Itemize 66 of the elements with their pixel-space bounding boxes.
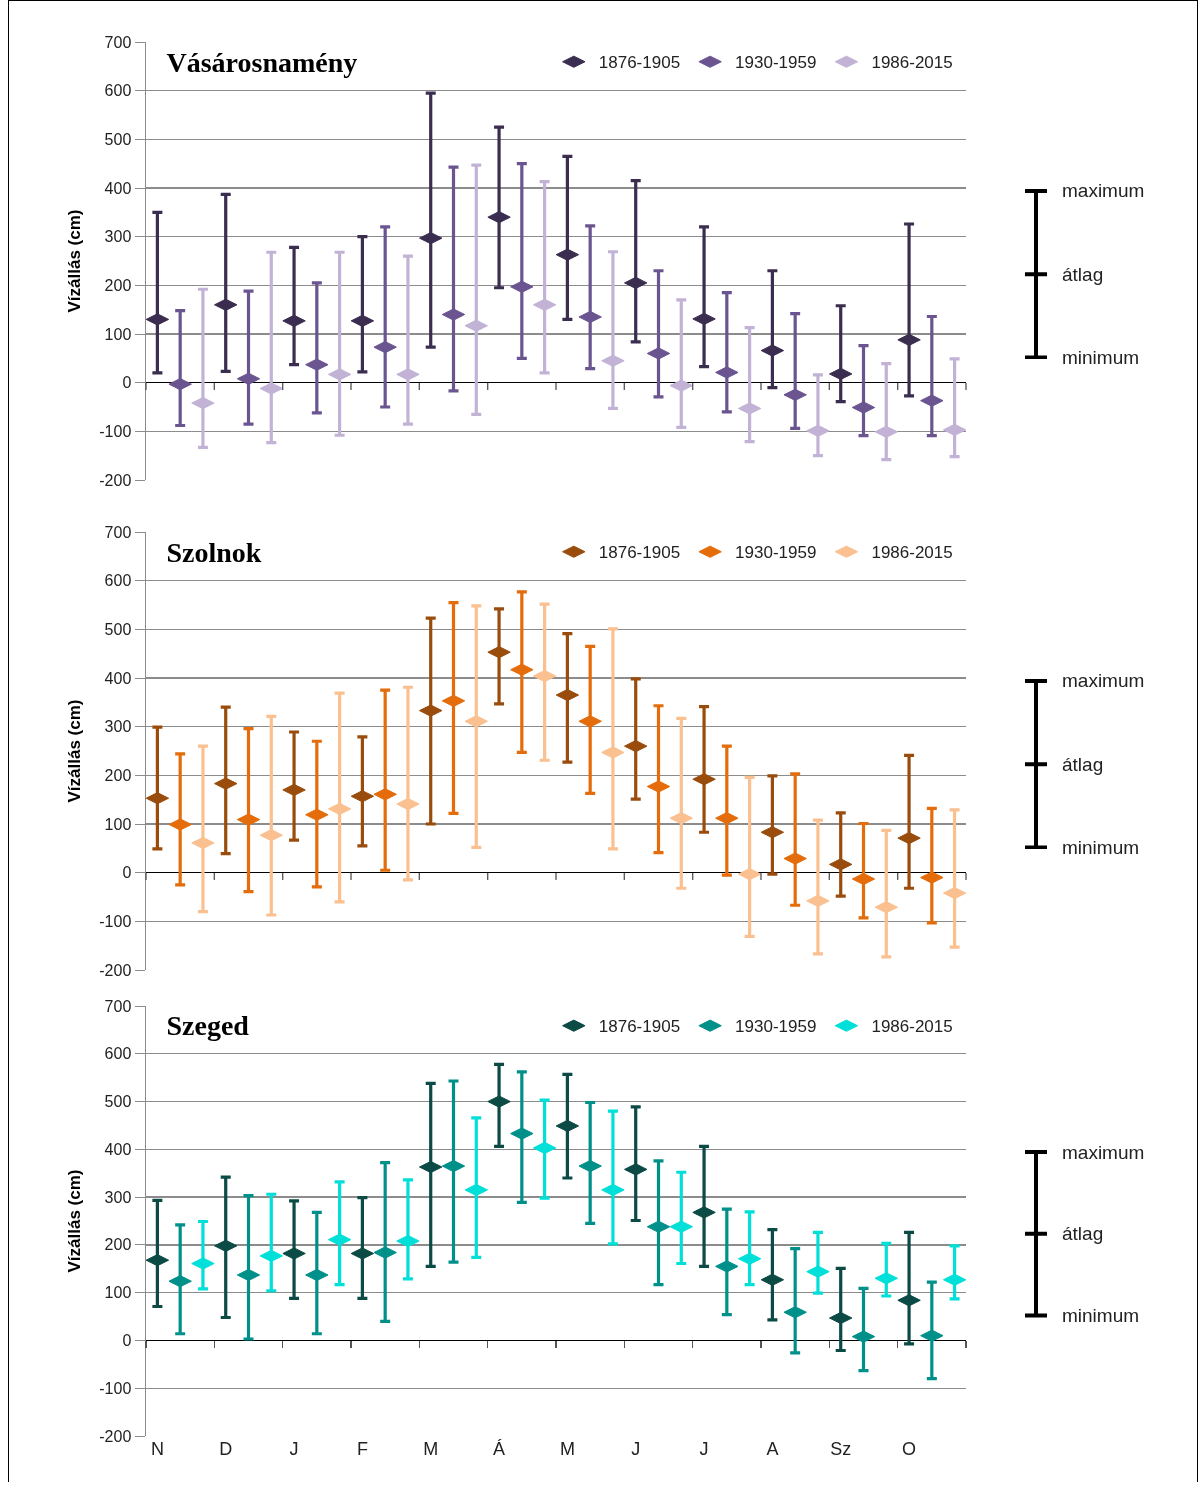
y-tick-label: -100: [99, 422, 132, 440]
legend-label: 1986-2015: [871, 543, 953, 563]
y-tick-label: 400: [104, 1140, 132, 1158]
y-tick-label: 300: [104, 1188, 132, 1206]
text: átlag: [1062, 264, 1104, 285]
text: átlag: [1062, 754, 1104, 775]
x-tick-label: F: [356, 1439, 368, 1459]
y-tick-label: 400: [104, 669, 132, 687]
y-tick-label: 600: [104, 82, 132, 100]
x-tick-label: M: [559, 1439, 575, 1459]
legend-label: 1986-2015: [871, 1017, 953, 1037]
y-axis-title: Vízállás (cm): [65, 699, 85, 803]
y-tick-label: 700: [104, 523, 132, 541]
legend-label: 1876-1905: [598, 543, 681, 563]
y-tick-label: 600: [104, 572, 132, 590]
text: maximum: [1062, 1142, 1145, 1163]
x-tick-label: Á: [493, 1439, 506, 1459]
y-axis-title: Vízállás (cm): [65, 209, 85, 313]
y-tick-label: -200: [99, 471, 132, 489]
x-tick-label: O: [902, 1439, 917, 1459]
chart-title: Szeged: [166, 1010, 250, 1042]
y-tick-label: 0: [122, 374, 132, 392]
text: minimum: [1062, 837, 1140, 858]
y-tick-label: -200: [99, 1427, 132, 1445]
x-tick-label: J: [699, 1439, 709, 1459]
y-tick-label: 100: [104, 1284, 132, 1302]
text: maximum: [1062, 670, 1145, 691]
y-tick-label: 200: [104, 1236, 132, 1254]
text: minimum: [1062, 347, 1140, 368]
legend-label: 1930-1959: [735, 1017, 817, 1037]
y-tick-label: 0: [122, 1332, 132, 1350]
y-tick-label: -200: [99, 961, 132, 979]
y-tick-label: 700: [104, 997, 132, 1015]
y-axis-title: Vízállás (cm): [65, 1169, 85, 1273]
x-tick-label: A: [766, 1439, 779, 1459]
text: átlag: [1062, 1223, 1104, 1244]
chart-title: Vásárosnamény: [166, 46, 358, 78]
y-tick-label: 500: [104, 1093, 132, 1111]
x-tick-label: M: [423, 1439, 439, 1459]
y-tick-label: -100: [99, 1379, 132, 1397]
x-tick-label: N: [150, 1439, 164, 1459]
y-tick-label: 200: [104, 766, 132, 784]
y-tick-label: 500: [104, 620, 132, 638]
x-tick-label: J: [289, 1439, 299, 1459]
y-tick-label: 300: [104, 718, 132, 736]
y-tick-label: 100: [104, 815, 132, 833]
legend-label: 1876-1905: [598, 1017, 681, 1037]
x-tick-label: J: [631, 1439, 641, 1459]
x-tick-label: D: [219, 1439, 233, 1459]
y-tick-label: 600: [104, 1045, 132, 1063]
legend-label: 1876-1905: [598, 53, 681, 73]
y-tick-label: 0: [122, 864, 132, 882]
legend-label: 1930-1959: [735, 543, 817, 563]
y-tick-label: 200: [104, 276, 132, 294]
y-tick-label: -100: [99, 912, 132, 930]
x-tick-label: Sz: [830, 1439, 852, 1459]
y-tick-label: 100: [104, 325, 132, 343]
y-tick-label: 300: [104, 228, 132, 246]
y-tick-label: 700: [104, 33, 132, 51]
text: minimum: [1062, 1305, 1140, 1326]
y-tick-label: 400: [104, 179, 132, 197]
y-tick-label: 500: [104, 130, 132, 148]
chart-title: Szolnok: [166, 536, 262, 568]
legend-label: 1930-1959: [735, 53, 817, 73]
text: maximum: [1062, 180, 1145, 201]
legend-label: 1986-2015: [871, 53, 953, 73]
